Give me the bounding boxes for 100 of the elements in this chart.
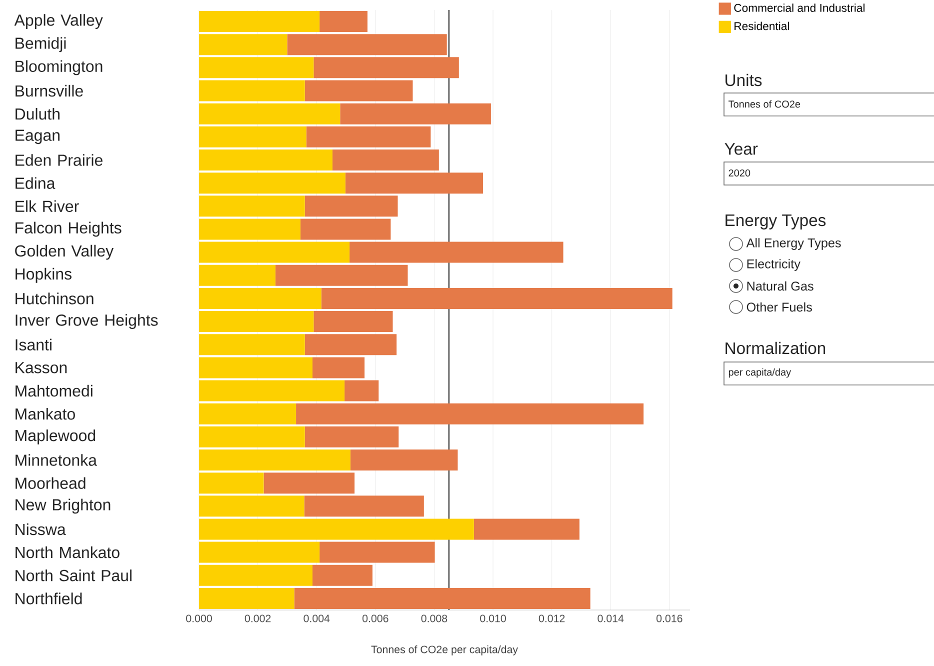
bar [199, 496, 304, 517]
y-tick-label: Minnetonka [16, 454, 97, 466]
y-tick-label: Kasson [16, 362, 67, 374]
bar [199, 80, 305, 102]
legend-label: Commercial and Industrial [734, 4, 864, 12]
bar [345, 172, 484, 194]
bar [199, 172, 346, 194]
y-tick-label: Eden Prairie [16, 154, 102, 166]
bar [304, 334, 397, 356]
bar [199, 288, 322, 309]
bar [340, 103, 491, 124]
text: Year [724, 143, 758, 155]
bar [294, 588, 590, 609]
bar [199, 218, 300, 240]
text: All Energy Types [746, 238, 841, 250]
bar [321, 288, 672, 309]
bar [332, 149, 439, 170]
bar [199, 518, 474, 540]
legend-label: Residential [734, 22, 789, 30]
bar [300, 218, 391, 240]
bar [275, 264, 408, 286]
y-tick-label: Falcon Heights [16, 222, 122, 237]
bar [199, 542, 320, 563]
bar [199, 472, 264, 494]
y-tick-label: North Saint Paul [16, 570, 132, 582]
text: Other Fuels [746, 302, 812, 312]
bar [199, 264, 276, 286]
text: Tonnes of CO2e [728, 100, 800, 108]
x-tick-label: 0.004 [304, 614, 330, 622]
bar [199, 34, 288, 56]
bar [287, 34, 447, 56]
x-tick-label: 0.012 [538, 614, 565, 622]
y-tick-label: Nisswa [16, 523, 66, 536]
bar [199, 334, 305, 356]
y-tick-label: Inver Grove Heights [16, 314, 158, 329]
bar [304, 80, 413, 102]
y-tick-label: New Brighton [16, 498, 110, 514]
y-tick-label: Eagan [16, 130, 60, 144]
bar [199, 564, 312, 586]
bar [312, 357, 365, 378]
bar [350, 242, 564, 263]
x-tick-label: 0.010 [480, 614, 506, 622]
y-tick-label: Moorhead [16, 477, 86, 489]
bar [264, 472, 355, 494]
y-tick-label: Isanti [16, 338, 52, 350]
y-tick-label: Duluth [16, 108, 60, 120]
y-tick-label: Northfield [16, 592, 82, 604]
bar [199, 380, 345, 402]
x-tick-label: 0.002 [244, 614, 271, 622]
bar [344, 380, 379, 402]
x-tick-label: 0.000 [186, 614, 212, 622]
y-tick-label: Mahtomedi [16, 384, 92, 397]
x-tick-label: 0.016 [656, 614, 682, 622]
text: Units [726, 74, 762, 86]
y-tick-label: Golden Valley [15, 244, 114, 260]
bar [199, 126, 306, 148]
bar [199, 11, 320, 32]
bar [350, 449, 458, 470]
y-tick-label: Hutchinson [16, 292, 94, 304]
y-tick-label: North Mankato [16, 546, 120, 558]
text: per capita/day [728, 368, 792, 378]
y-tick-label: Burnsville [16, 84, 83, 97]
bar [314, 311, 393, 332]
text: Electricity [747, 259, 800, 271]
y-tick-label: Edina [16, 177, 56, 189]
bar [199, 242, 350, 263]
x-axis-title: Tonnes of CO2e per capita/day [371, 645, 518, 656]
bar [199, 588, 294, 609]
bar [320, 11, 368, 32]
bar [304, 196, 398, 217]
bar [304, 426, 399, 448]
bar [314, 57, 459, 78]
bar [199, 196, 305, 217]
text: Energy Types [726, 214, 826, 230]
y-tick-label: Bemidji [16, 37, 66, 52]
bar [199, 149, 332, 170]
bar [312, 564, 372, 586]
text: Normalization [726, 342, 826, 354]
bar [199, 426, 305, 448]
bar [474, 518, 580, 540]
bar [199, 357, 312, 378]
x-tick-label: 0.006 [362, 614, 388, 622]
x-tick-label: 0.008 [421, 614, 448, 622]
bar [199, 311, 314, 332]
y-tick-label: Mankato [16, 408, 75, 420]
x-tick-label: 0.014 [598, 614, 624, 622]
bar [199, 57, 314, 78]
text: Natural Gas [747, 281, 814, 291]
bar [199, 103, 340, 124]
y-tick-label: Maplewood [16, 429, 96, 444]
y-tick-label: Elk River [16, 200, 79, 212]
bar [320, 542, 435, 563]
y-tick-label: Apple Valley [14, 14, 103, 29]
bar [304, 496, 424, 517]
bar [199, 449, 350, 470]
bar [199, 403, 296, 424]
y-tick-label: Bloomington [16, 60, 102, 76]
bar [296, 403, 644, 424]
bar [306, 126, 431, 148]
y-tick-label: Hopkins [16, 268, 72, 283]
